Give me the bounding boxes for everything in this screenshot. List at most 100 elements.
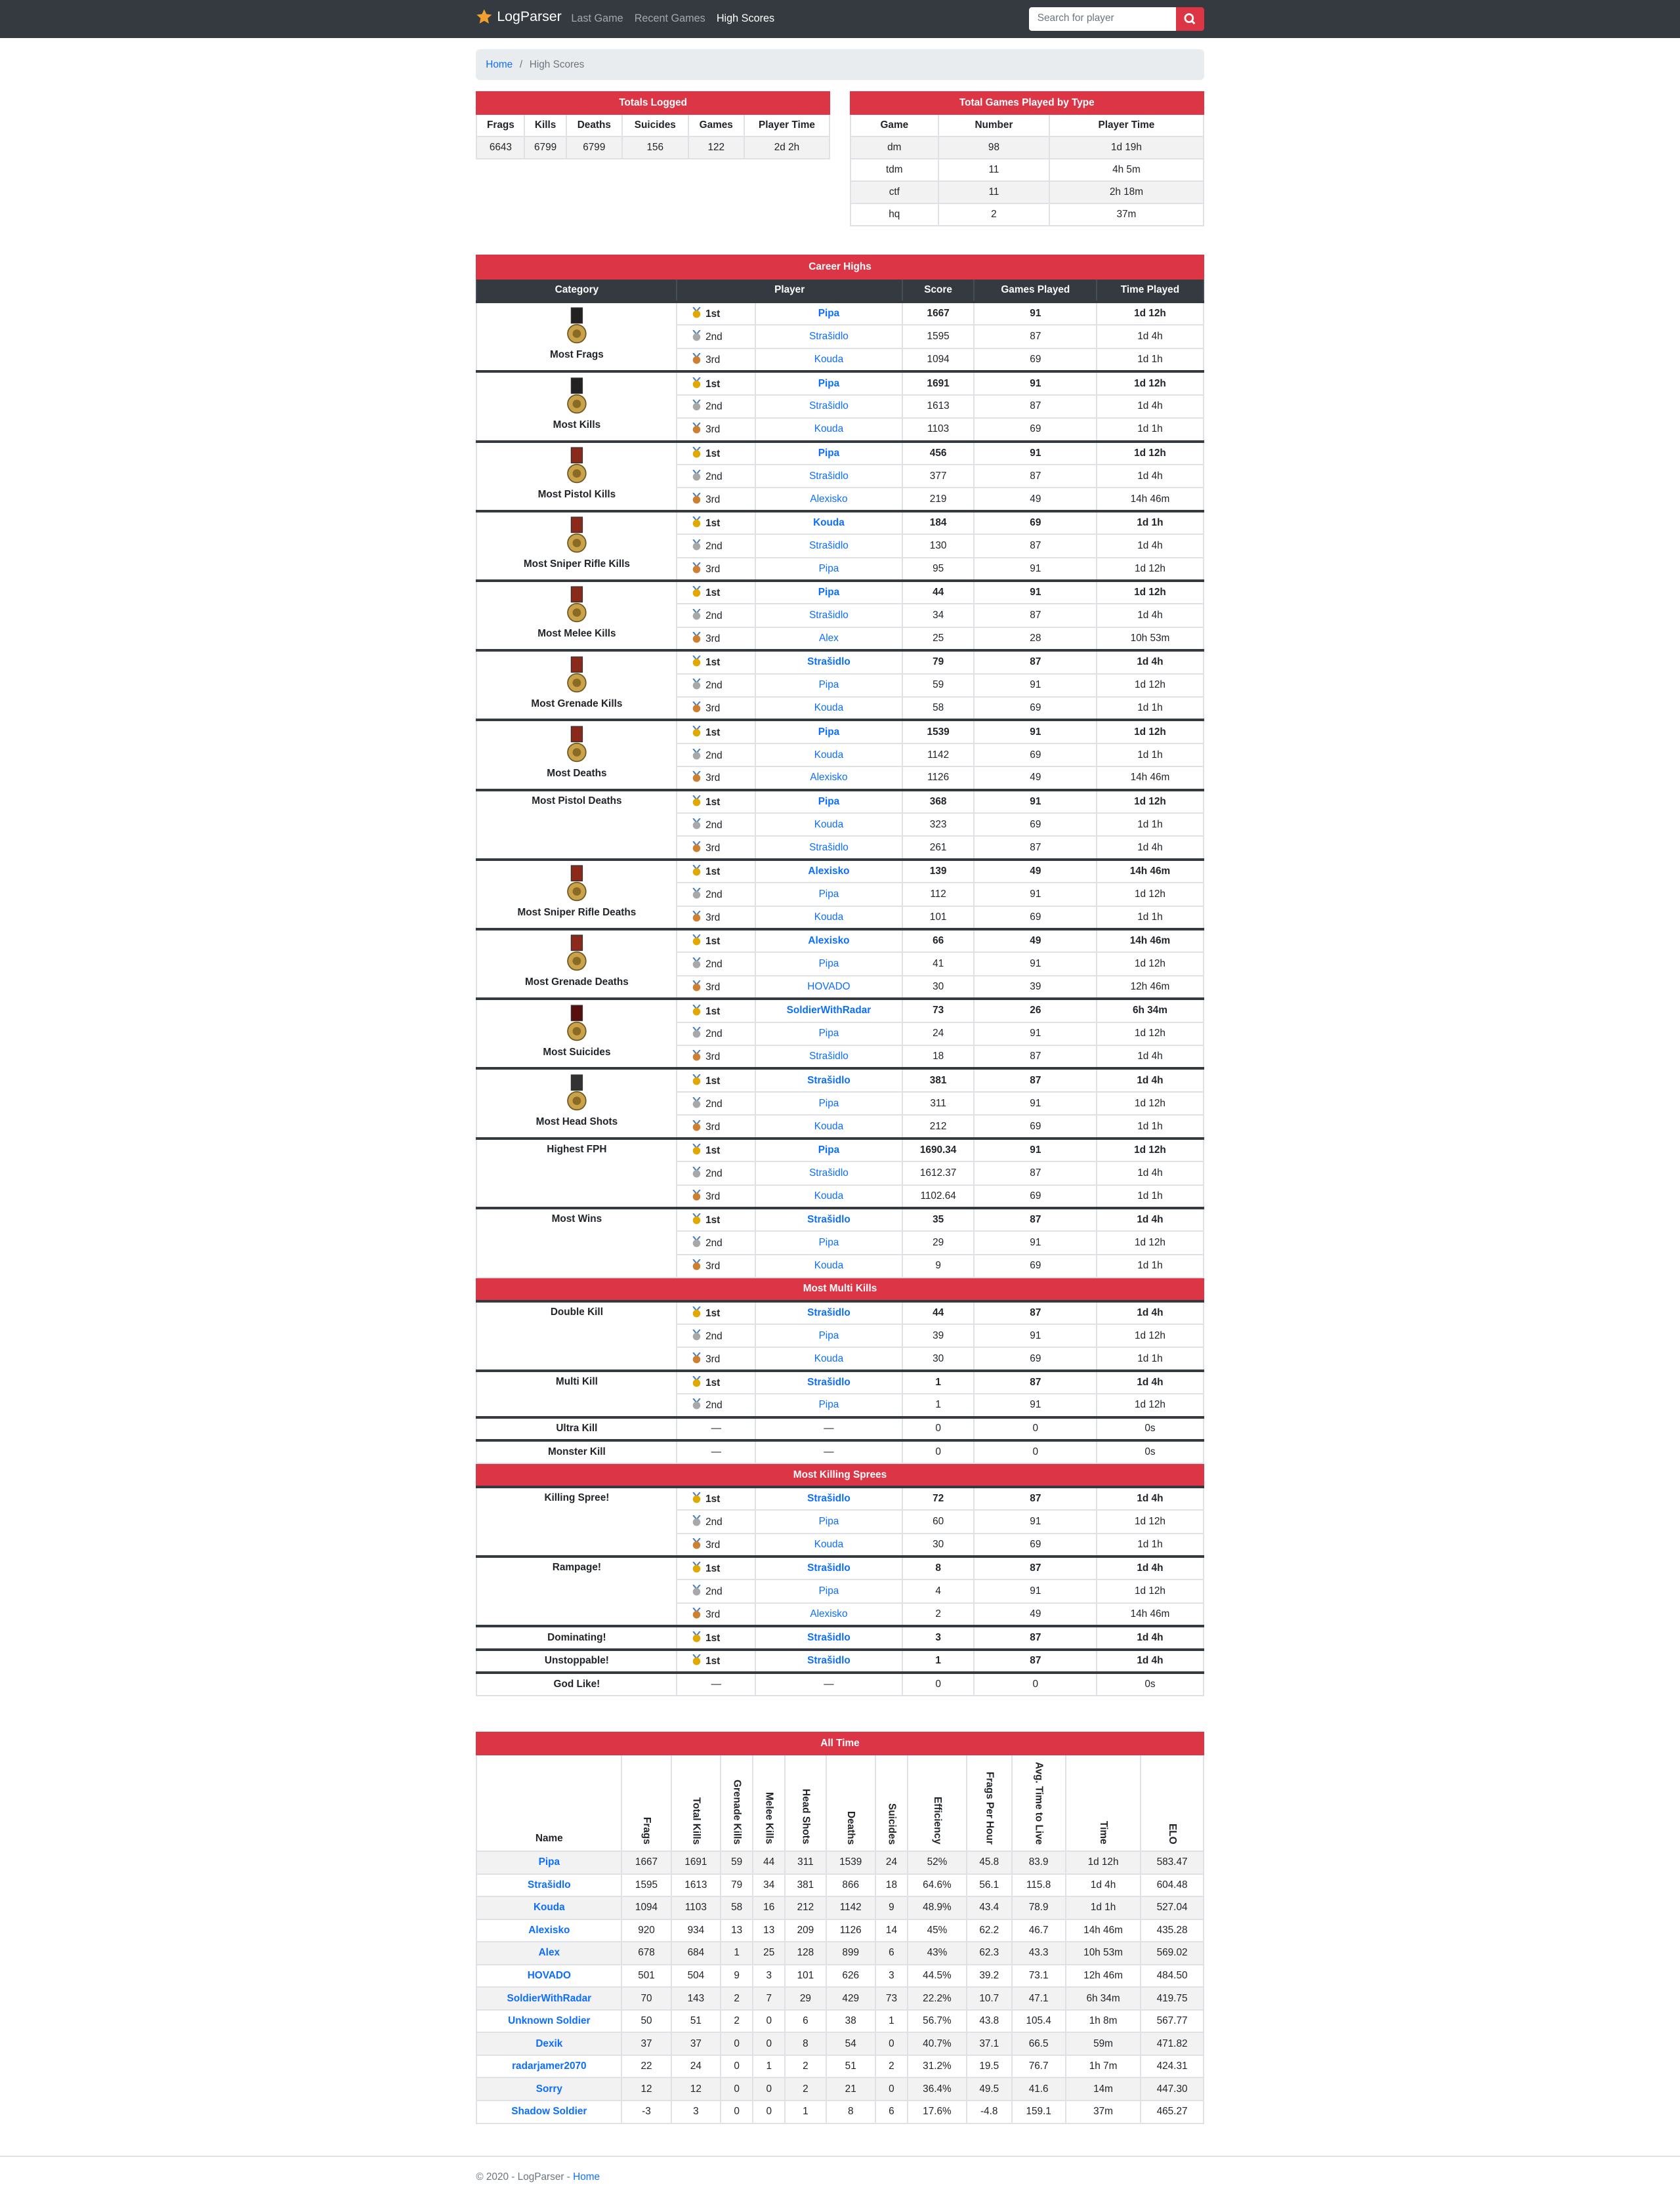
stat-cell: 70 (621, 1986, 672, 2011)
player-name[interactable]: HOVADO (527, 1969, 571, 1981)
player-name[interactable]: Kouda (814, 354, 844, 366)
time-played: 1d 12h (1096, 1137, 1204, 1163)
category-medal (567, 377, 587, 413)
player-name[interactable]: Pipa (818, 1329, 839, 1341)
player-name[interactable]: Pipa (818, 562, 839, 574)
player-name[interactable]: Pipa (818, 1237, 839, 1249)
player-name[interactable]: Pipa (818, 377, 840, 389)
player-name[interactable]: Alexisko (810, 772, 848, 784)
stat: 209 (797, 1924, 814, 1936)
player-name[interactable]: Kouda (533, 1902, 565, 1913)
search-input[interactable]: Search for player (1028, 7, 1176, 31)
player-name[interactable]: Alexisko (808, 866, 850, 877)
stat-cell: 1126 (825, 1918, 876, 1943)
player-name[interactable]: Kouda (814, 1120, 844, 1132)
player-name[interactable]: Strašidlo (809, 470, 849, 482)
footer-link[interactable]: Home (573, 2171, 600, 2183)
player-name[interactable]: Kouda (814, 1260, 844, 1272)
player-name[interactable]: Pipa (818, 447, 840, 459)
score-row: 3rd Kouda 30 69 1d 1h (476, 1347, 1204, 1371)
player-name[interactable]: Pipa (818, 308, 840, 320)
player-name[interactable]: Alex (819, 632, 839, 644)
nav-link[interactable]: Last Game (571, 12, 623, 25)
player-name[interactable]: Strašidlo (807, 1307, 850, 1318)
stat: 43.8 (979, 2015, 999, 2027)
player-name[interactable]: Strašidlo (807, 1562, 850, 1574)
player-name[interactable]: Strašidlo (807, 1493, 850, 1504)
player-name[interactable]: Strašidlo (807, 1214, 850, 1226)
player-name[interactable]: Sorry (536, 2083, 562, 2095)
player-name[interactable]: Kouda (814, 1538, 844, 1550)
time-played: 1d 12h (1096, 673, 1204, 698)
nav-link[interactable]: High Scores (716, 12, 775, 25)
player-name[interactable]: Pipa (818, 1144, 840, 1156)
player-name: — (824, 1423, 834, 1434)
player-name[interactable]: Kouda (814, 1190, 844, 1202)
player-name[interactable]: Alexisko (808, 935, 850, 947)
player-name[interactable]: Strašidlo (807, 656, 850, 668)
player-name[interactable]: Pipa (818, 587, 840, 598)
player-name[interactable]: Pipa (818, 958, 839, 970)
brand-name[interactable]: LogParser (497, 9, 562, 25)
player-name[interactable]: Kouda (814, 911, 844, 923)
player-name[interactable]: radarjamer2070 (512, 2060, 587, 2072)
player-cell: — (755, 1415, 903, 1441)
player-name[interactable]: SoldierWithRadar (786, 1005, 872, 1016)
player-name[interactable]: Pipa (818, 1028, 839, 1039)
cell: 6643 (476, 135, 526, 160)
player-name[interactable]: Pipa (818, 726, 840, 738)
breadcrumb-link[interactable]: Home (486, 58, 513, 70)
player-name[interactable]: HOVADO (807, 981, 850, 993)
player-cell: Strašidlo (476, 1873, 623, 1898)
player-cell: Alexisko (755, 766, 903, 791)
player-name[interactable]: Strašidlo (807, 1655, 850, 1667)
player-cell: Kouda (755, 1532, 903, 1557)
player-name[interactable]: Pipa (818, 1399, 839, 1411)
nav-link[interactable]: Recent Games (634, 12, 705, 25)
player-name[interactable]: Kouda (813, 516, 845, 528)
brand[interactable]: LogParser (476, 9, 562, 26)
player-name[interactable]: Strašidlo (807, 1074, 850, 1086)
player-name[interactable]: Unknown Soldier (508, 2015, 591, 2027)
player-name[interactable]: SoldierWithRadar (507, 1992, 592, 2004)
score: 112 (901, 882, 975, 907)
player-name[interactable]: Pipa (818, 1585, 839, 1597)
player-name[interactable]: Pipa (818, 1515, 839, 1527)
player-name[interactable]: Kouda (814, 818, 844, 830)
player-name[interactable]: Strašidlo (809, 539, 849, 551)
player-name[interactable]: Strašidlo (809, 841, 849, 853)
player-name[interactable]: Strašidlo (809, 1051, 849, 1062)
column-header: Number (937, 113, 1051, 137)
player-name[interactable]: Kouda (814, 749, 844, 761)
player-name[interactable]: Alexisko (810, 1608, 848, 1620)
player-name[interactable]: Kouda (814, 423, 844, 435)
stat: 115.8 (1026, 1879, 1051, 1891)
time-played: 1d 1h (1096, 1253, 1204, 1279)
player-name[interactable]: Strašidlo (807, 1376, 850, 1388)
player-name[interactable]: Pipa (818, 795, 840, 807)
player-name[interactable]: Pipa (818, 679, 839, 691)
player-name[interactable]: Strašidlo (809, 610, 849, 621)
player-name[interactable]: Pipa (818, 1097, 839, 1109)
player-name[interactable]: Dexik (536, 2038, 563, 2049)
category-medal (567, 865, 587, 902)
player-name[interactable]: Strašidlo (527, 1879, 571, 1891)
player-name[interactable]: Kouda (814, 702, 844, 714)
search-button[interactable] (1175, 7, 1204, 31)
player-cell: Strašidlo (755, 533, 903, 558)
player-name[interactable]: Shadow Soldier (511, 2106, 587, 2118)
player-name[interactable]: Strašidlo (809, 331, 849, 343)
player-name[interactable]: Strašidlo (809, 400, 849, 412)
player-name[interactable]: Alexisko (810, 493, 848, 505)
player-name[interactable]: Kouda (814, 1352, 844, 1364)
player-name[interactable]: Pipa (818, 888, 839, 900)
player-name[interactable]: Alex (538, 1947, 560, 1959)
stat-cell: 583.47 (1140, 1850, 1204, 1875)
player-name[interactable]: Pipa (538, 1856, 560, 1868)
data-row: Alexisko 920 934 13 13 209 1126 14 45% 62.2 46.7 14… (476, 1918, 1204, 1943)
player-name[interactable]: Alexisko (528, 1924, 570, 1936)
score: 39 (901, 1323, 975, 1348)
score: 9 (901, 1253, 975, 1279)
player-name[interactable]: Strašidlo (809, 1167, 849, 1179)
player-name[interactable]: Strašidlo (807, 1631, 850, 1643)
